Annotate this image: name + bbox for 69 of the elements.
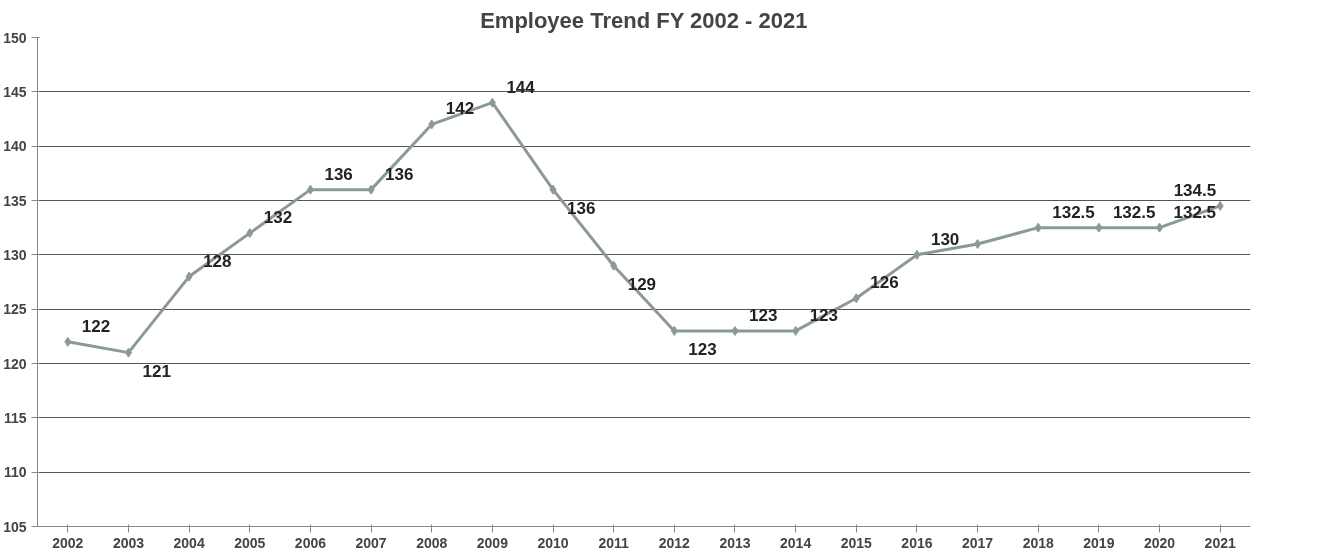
point: [670, 325, 678, 336]
point: [792, 325, 800, 336]
point: [488, 97, 496, 108]
data-label: 134.5: [1173, 180, 1217, 200]
x-tick-label: 2015: [840, 534, 873, 551]
data-label: 122: [81, 316, 111, 336]
point: [428, 119, 436, 130]
point: [306, 184, 314, 195]
data-label: 123: [748, 305, 778, 325]
chart-title: Employee Trend FY 2002 - 2021: [480, 7, 808, 33]
data-label: 128: [203, 251, 232, 271]
data-label: 136: [385, 164, 414, 184]
y-tick-label: 115: [3, 409, 27, 426]
data-label: 126: [870, 273, 899, 293]
x-tick-label: 2010: [537, 534, 569, 551]
x-tick-label: 2005: [234, 534, 266, 551]
data-label: 136: [567, 198, 596, 218]
y-tick-label: 140: [3, 138, 27, 155]
x-tick-label: 2011: [598, 534, 630, 551]
point: [185, 271, 193, 282]
data-label: 132.5: [1112, 202, 1156, 222]
point: [1095, 222, 1103, 233]
x-tick-label: 2008: [416, 534, 448, 551]
point: [549, 184, 557, 195]
x-tick-label: 2020: [1143, 534, 1176, 551]
x-tick-label: 2006: [294, 534, 327, 551]
point: [913, 249, 921, 260]
point: [731, 325, 739, 336]
y-tick-label: 105: [3, 518, 27, 535]
point: [610, 260, 618, 271]
y-tick-label: 125: [3, 301, 27, 318]
point: [1216, 200, 1224, 211]
data-label: 130: [930, 229, 960, 249]
x-tick-label: 2018: [1022, 534, 1055, 551]
data-label: 123: [809, 305, 838, 325]
y-tick-label: 135: [3, 192, 27, 209]
x-tick-label: 2017: [962, 534, 994, 551]
point: [124, 347, 132, 358]
point: [367, 184, 375, 195]
x-tick-label: 2002: [52, 534, 84, 551]
point: [246, 228, 254, 239]
data-label: 132: [263, 208, 293, 228]
x-tick-label: 2016: [901, 534, 933, 551]
data-label: 129: [627, 274, 657, 294]
x-tick-label: 2014: [780, 534, 812, 551]
y-tick-label: 120: [3, 355, 27, 372]
data-label: 132.5: [1173, 202, 1217, 222]
y-tick-label: 110: [3, 464, 27, 481]
point: [1034, 222, 1042, 233]
point: [1156, 222, 1164, 233]
x-tick-label: 2019: [1083, 534, 1115, 551]
data-label: 142: [445, 99, 475, 119]
point: [974, 238, 982, 249]
x-tick-label: 2012: [658, 534, 691, 551]
data-label: 136: [324, 164, 353, 184]
point: [64, 336, 72, 347]
x-tick-label: 2013: [719, 534, 751, 551]
point: [852, 293, 860, 304]
data-label: 132.5: [1052, 202, 1095, 222]
y-tick-label: 130: [3, 246, 27, 263]
x-tick-label: 2003: [112, 534, 145, 551]
data-label: 123: [688, 339, 717, 359]
data-label: 121: [142, 361, 171, 381]
x-tick-label: 2009: [476, 534, 509, 551]
y-tick-label: 150: [3, 29, 27, 46]
x-tick-label: 2021: [1204, 534, 1236, 551]
x-tick-label: 2007: [355, 534, 387, 551]
x-tick-label: 2004: [173, 534, 205, 551]
y-tick-label: 145: [3, 83, 27, 100]
